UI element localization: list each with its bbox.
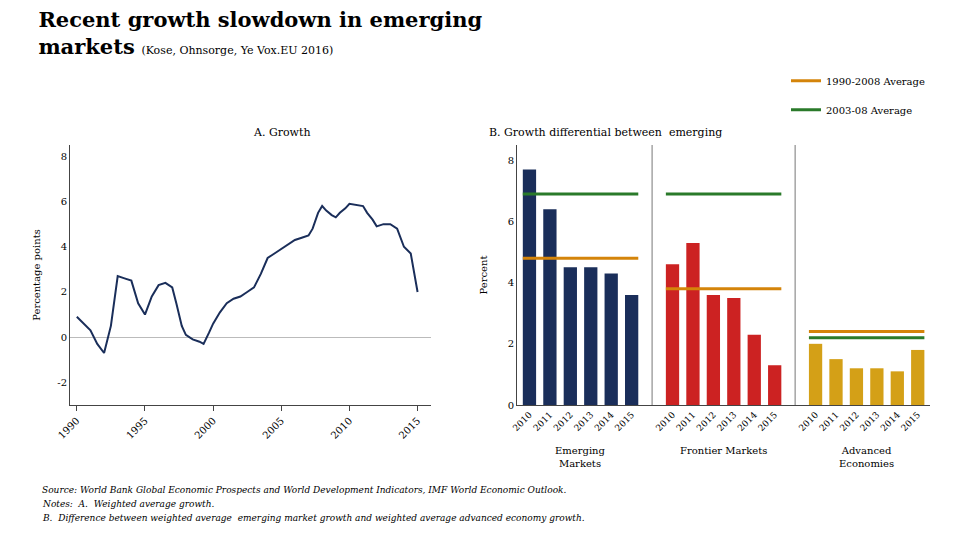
svg-text:2013: 2013 bbox=[572, 410, 595, 433]
svg-text:Recent growth slowdown in emer: Recent growth slowdown in emergingmarket… bbox=[38, 7, 482, 59]
svg-text:EmergingMarkets: EmergingMarkets bbox=[555, 445, 606, 469]
svg-text:4: 4 bbox=[61, 241, 67, 252]
svg-text:2015: 2015 bbox=[899, 410, 922, 433]
svg-text:Frontier Markets: Frontier Markets bbox=[680, 445, 767, 456]
svg-text:2011: 2011 bbox=[531, 410, 554, 433]
svg-text:Percentage points: Percentage points bbox=[31, 229, 42, 321]
svg-text:2011: 2011 bbox=[817, 410, 840, 433]
svg-text:4: 4 bbox=[508, 277, 514, 288]
svg-text:Percent: Percent bbox=[478, 256, 489, 295]
svg-text:2: 2 bbox=[508, 338, 514, 349]
svg-text:1990-2008 Average: 1990-2008 Average bbox=[826, 76, 925, 87]
svg-text:A. Growth: A. Growth bbox=[253, 126, 311, 139]
svg-text:2013: 2013 bbox=[858, 410, 881, 433]
svg-text:0: 0 bbox=[61, 332, 67, 343]
svg-text:2012: 2012 bbox=[695, 410, 718, 433]
svg-text:AdvancedEconomies: AdvancedEconomies bbox=[839, 445, 894, 469]
svg-text:6: 6 bbox=[61, 196, 67, 207]
svg-text:Notes: A. Weighted average g: Notes: A. Weighted average growth. bbox=[42, 499, 215, 509]
svg-text:6: 6 bbox=[508, 216, 514, 227]
svg-text:2010: 2010 bbox=[797, 410, 820, 433]
svg-text:2012: 2012 bbox=[838, 410, 861, 433]
svg-text:B. Difference between weighte: B. Difference between weighted average e… bbox=[42, 513, 585, 523]
svg-text:Source: World Bank Global Econ: Source: World Bank Global Economic Prosp… bbox=[42, 485, 567, 495]
svg-text:2003-08 Average: 2003-08 Average bbox=[826, 105, 912, 116]
svg-text:-2: -2 bbox=[57, 377, 67, 388]
svg-text:2005: 2005 bbox=[260, 415, 286, 441]
svg-text:2011: 2011 bbox=[674, 410, 697, 433]
svg-text:0: 0 bbox=[508, 400, 514, 411]
svg-text:2010: 2010 bbox=[329, 415, 355, 441]
svg-text:2000: 2000 bbox=[192, 415, 218, 441]
svg-text:1995: 1995 bbox=[124, 415, 150, 441]
svg-text:2010: 2010 bbox=[511, 410, 534, 433]
svg-text:2014: 2014 bbox=[736, 410, 759, 433]
svg-text:B. Growth differential between: B. Growth differential between emerging bbox=[489, 126, 722, 139]
svg-text:2015: 2015 bbox=[613, 410, 636, 433]
svg-text:2014: 2014 bbox=[879, 410, 902, 433]
svg-text:2013: 2013 bbox=[715, 410, 738, 433]
svg-text:8: 8 bbox=[508, 155, 514, 166]
svg-text:8: 8 bbox=[61, 151, 67, 162]
svg-text:1990: 1990 bbox=[56, 415, 82, 441]
svg-text:2: 2 bbox=[61, 286, 67, 297]
svg-text:2015: 2015 bbox=[397, 415, 423, 441]
svg-text:2010: 2010 bbox=[654, 410, 677, 433]
svg-text:2015: 2015 bbox=[756, 410, 779, 433]
svg-text:2012: 2012 bbox=[552, 410, 575, 433]
svg-text:2014: 2014 bbox=[593, 410, 616, 433]
